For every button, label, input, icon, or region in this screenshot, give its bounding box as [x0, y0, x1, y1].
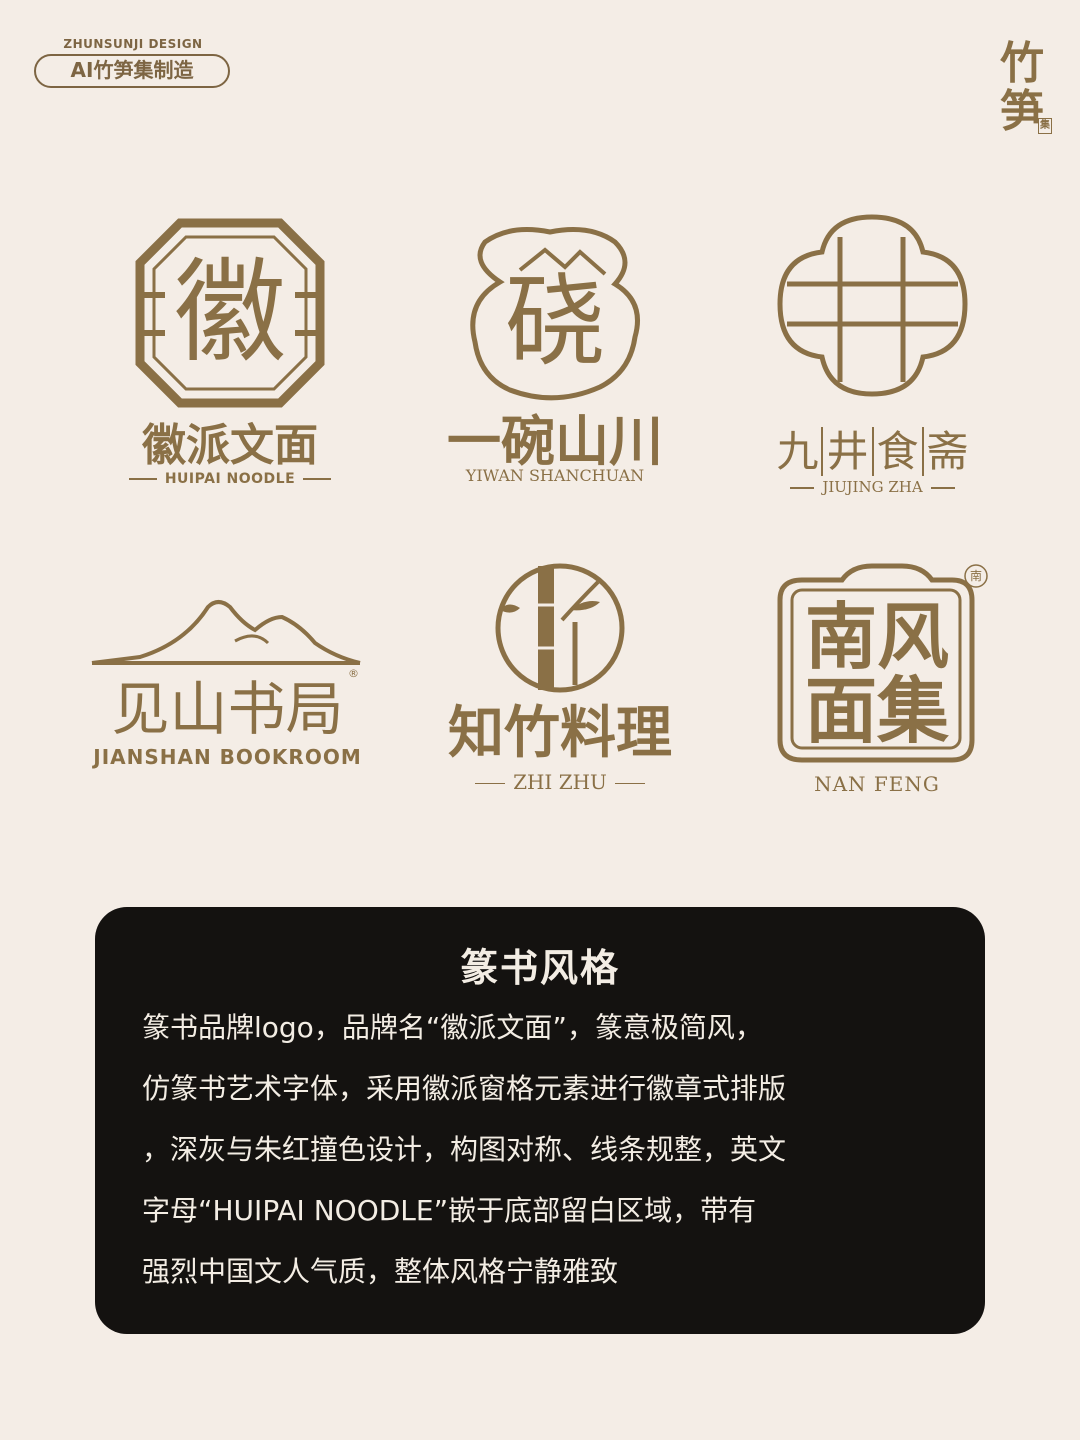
jiujing-brand-en-wrap: JIUJING ZHA: [765, 478, 980, 496]
logo-huipai: 徽 徽派文面 HUIPAI NOODLE: [120, 215, 340, 495]
huipai-octagon-emblem: [135, 218, 325, 408]
logo-yiwan: 硗 一碗山川 YIWAN SHANCHUAN: [430, 222, 680, 492]
nanfeng-frame-emblem: [777, 563, 988, 763]
panel-line: 强烈中国文人气质，整体风格宁静雅致: [142, 1255, 619, 1288]
logo-jianshan: ® 见山书局 JIANSHAN BOOKROOM: [90, 595, 365, 775]
nanfeng-seal-char: 南: [969, 569, 982, 583]
jiujing-brand-name: 九井食斋: [770, 427, 975, 477]
deco-line-left: [128, 478, 157, 480]
jiujing-divider: [921, 427, 924, 476]
yiwan-brand-name: 一碗山川: [447, 410, 663, 473]
yiwan-mark-char: 硗: [505, 263, 605, 380]
jianshan-mountain-line: [91, 600, 361, 665]
nanfeng-char-3: 面: [804, 669, 877, 753]
yiwan-brand-en: YIWAN SHANCHUAN: [465, 466, 645, 485]
nanfeng-brand-en: NAN FENG: [814, 772, 940, 796]
nanfeng-char-4: 集: [877, 669, 950, 753]
zhizhu-brand-en: ZHI ZHU: [513, 770, 607, 794]
panel-line: 仿篆书艺术字体，采用徽派窗格元素进行徽章式排版: [142, 1072, 787, 1105]
jiujing-char-2: 井: [826, 427, 869, 476]
zhizhu-brand-en-wrap: ZHI ZHU: [420, 770, 700, 794]
panel-line: ，深灰与朱红撞色设计，构图对称、线条规整，英文: [142, 1133, 787, 1166]
zhizhu-bamboo-emblem: [495, 563, 625, 693]
jiujing-divider: [871, 427, 874, 476]
yiwan-cloud-emblem: [470, 227, 640, 401]
deco-line-right: [303, 478, 332, 480]
nanfeng-char-2: 风: [877, 595, 950, 679]
jiujing-quatrefoil-emblem: [777, 214, 968, 397]
jiujing-char-1: 九: [776, 427, 819, 476]
nanfeng-mark-grid: 南风 面集: [797, 600, 957, 748]
huipai-brand-en: HUIPAI NOODLE: [164, 471, 296, 487]
panel-line: 篆书品牌logo，品牌名“徽派文面”，篆意极简风，: [142, 1011, 763, 1044]
jiujing-brand-en: JIUJING ZHA: [822, 478, 923, 496]
huipai-brand-en-wrap: HUIPAI NOODLE: [110, 471, 350, 487]
deco-line-left: [790, 487, 815, 489]
jianshan-reg-mark: ®: [348, 667, 359, 680]
jiujing-divider: [821, 427, 824, 476]
deco-line-right: [614, 782, 645, 785]
jiujing-char-3: 食: [876, 427, 919, 476]
logo-jiujing: 九井食斋 JIUJING ZHA: [775, 212, 970, 502]
panel-title: 篆书风格: [459, 946, 620, 990]
jianshan-brand-en: JIANSHAN BOOKROOM: [93, 745, 362, 769]
studio-badge: AI竹笋集制造: [34, 54, 230, 88]
jianshan-brand-name: 见山书局: [111, 675, 344, 743]
corner-logo-char-top: 竹: [1000, 38, 1044, 89]
logo-zhizhu: 知竹料理 ZHI ZHU: [420, 560, 700, 800]
huipai-brand-name: 徽派文面: [142, 420, 318, 471]
zhizhu-brand-name: 知竹料理: [448, 700, 672, 766]
deco-line-left: [475, 782, 506, 785]
studio-name-en: ZHUNSUNJI DESIGN: [63, 37, 203, 51]
corner-logo-char-bottom: 笋: [1000, 86, 1044, 137]
jiujing-char-4: 斋: [926, 427, 969, 476]
nanfeng-char-1: 南: [804, 595, 877, 679]
deco-line-right: [930, 487, 955, 489]
corner-logo-char-tiny: 集: [1038, 118, 1052, 134]
panel-line: 字母“HUIPAI NOODLE”嵌于底部留白区域，带有: [142, 1194, 757, 1227]
corner-logo: 竹 笋 集: [994, 38, 1052, 137]
logo-nanfeng: 南 南风 面集 NAN FENG: [772, 560, 992, 800]
panel-body: 篆书品牌logo，品牌名“徽派文面”，篆意极简风， 仿篆书艺术字体，采用徽派窗格…: [142, 997, 942, 1302]
huipai-mark-char: 徽: [174, 248, 286, 378]
description-panel: 篆书风格 篆书品牌logo，品牌名“徽派文面”，篆意极简风， 仿篆书艺术字体，采…: [95, 907, 985, 1334]
